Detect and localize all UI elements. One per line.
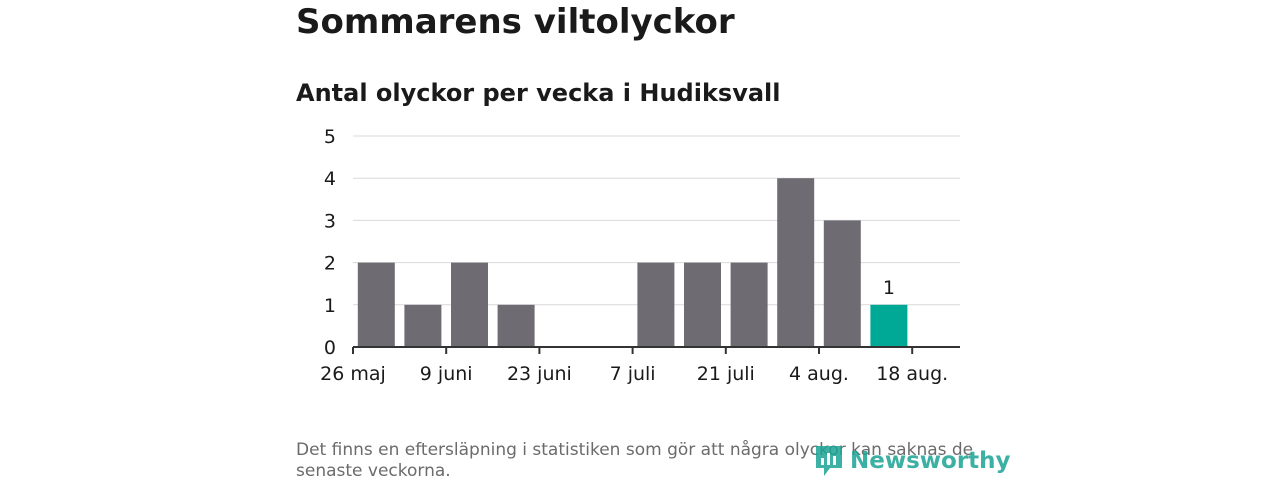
footnote: Det finns en eftersläpning i statistiken… (296, 440, 974, 481)
newsworthy-logo-icon (816, 446, 842, 476)
y-tick-label: 0 (324, 337, 336, 359)
y-tick-label: 1 (324, 295, 336, 317)
data-labels: 1 (883, 277, 895, 299)
bar-chart: 26 maj 9 juni 23 juni 7 juli 21 juli 4 aug. 18… (320, 126, 960, 385)
x-tick-label: 4 aug. (789, 363, 849, 385)
bar-highlighted (870, 304, 908, 347)
bar (404, 304, 442, 347)
x-tick-label: 21 juli (697, 363, 755, 385)
bar-data-label: 1 (883, 277, 895, 299)
bar (637, 262, 675, 347)
y-tick-label: 2 (324, 253, 336, 275)
chart-title: Sommarens viltolyckor (296, 2, 735, 42)
x-tick-label: 18 aug. (876, 363, 948, 385)
y-tick-label: 3 (324, 210, 336, 232)
x-axis: 26 maj 9 juni 23 juni 7 juli 21 juli 4 aug. 18… (320, 346, 960, 385)
x-tick-label: 9 juni (420, 363, 473, 385)
bar (777, 178, 815, 347)
bar (730, 262, 768, 347)
y-axis-labels: 0 1 2 3 4 5 (324, 126, 336, 359)
bar (357, 262, 395, 347)
y-tick-label: 4 (324, 168, 336, 190)
bars (357, 178, 908, 347)
bar (497, 304, 535, 347)
bar (451, 262, 488, 347)
brand-name: Newsworthy (850, 448, 1011, 474)
bar (684, 262, 721, 347)
x-tick-label: 23 juni (507, 363, 572, 385)
y-tick-label: 5 (324, 126, 336, 148)
bar (823, 220, 861, 347)
x-tick-label: 26 maj (320, 363, 386, 385)
chart-subtitle: Antal olyckor per vecka i Hudiksvall (296, 79, 781, 107)
x-tick-label: 7 juli (610, 363, 656, 385)
brand-logo: Newsworthy (814, 444, 1011, 478)
